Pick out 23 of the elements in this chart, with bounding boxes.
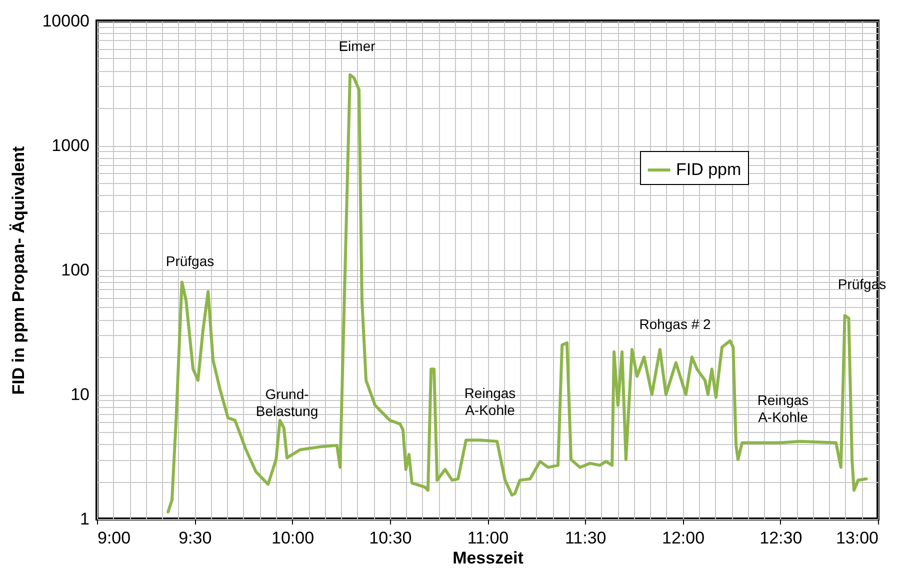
y-tick-label: 1 — [80, 510, 90, 528]
x-tick-label: 10:00 — [271, 528, 314, 548]
annotation: Prüfgas — [166, 253, 214, 269]
x-tick-label: 11:30 — [564, 528, 606, 548]
legend-label: FID ppm — [676, 160, 742, 179]
annotation: Eimer — [338, 38, 376, 54]
y-axis-title: FID in ppm Propan- Äquivalent — [9, 146, 28, 395]
x-tick-label: 10:30 — [369, 528, 412, 548]
x-tick-label: 9:30 — [178, 528, 212, 548]
x-tick-label: 9:00 — [98, 528, 131, 548]
annotation: Grund- Belastung — [256, 386, 318, 419]
x-tick-label: 11:00 — [467, 528, 509, 548]
annotation: Reingas A-Kohle — [757, 392, 809, 425]
x-tick-label: 13:00 — [836, 528, 878, 548]
y-tick-label: 100 — [61, 260, 90, 280]
y-tick-label: 10000 — [42, 12, 90, 30]
x-tick-label: 12:30 — [760, 528, 802, 548]
y-tick-label: 10 — [70, 385, 90, 404]
x-tick-label: 12:00 — [662, 528, 705, 548]
annotation: Rohgas # 2 — [639, 316, 712, 332]
annotation: Reingas A-Kohle — [464, 385, 516, 418]
y-tick-label: 1000 — [52, 136, 90, 155]
x-axis-title: Messzeit — [452, 548, 524, 568]
